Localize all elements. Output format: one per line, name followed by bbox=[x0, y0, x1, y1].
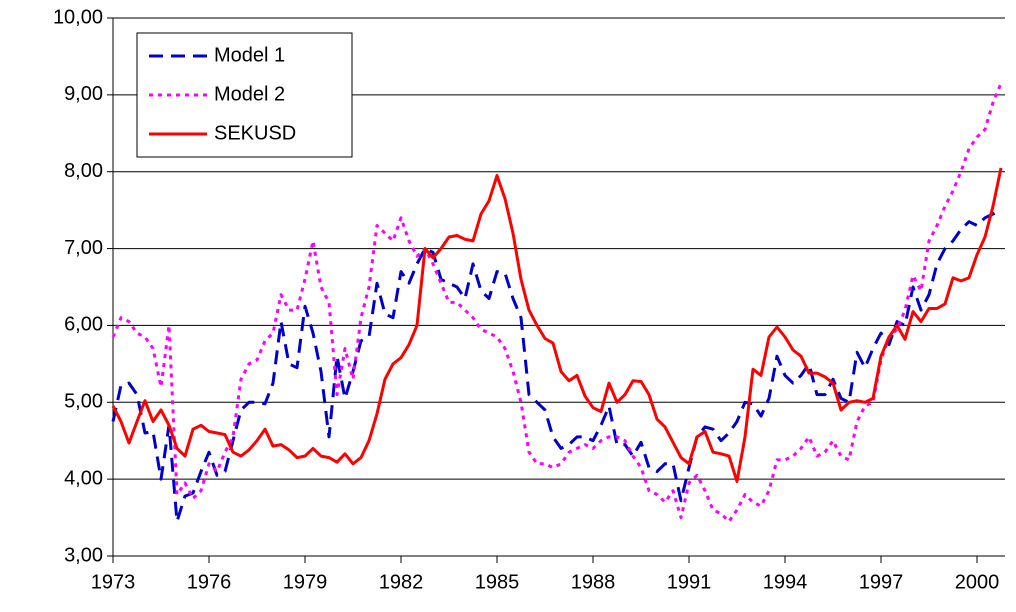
x-tick-label: 1988 bbox=[571, 571, 616, 593]
x-tick-label: 1976 bbox=[187, 571, 232, 593]
y-tick-label: 3,00 bbox=[64, 544, 103, 566]
x-tick-label: 1991 bbox=[667, 571, 712, 593]
legend-label: Model 1 bbox=[214, 44, 285, 66]
x-tick-label: 1994 bbox=[763, 571, 808, 593]
series-line bbox=[111, 167, 1003, 483]
legend-label: Model 2 bbox=[214, 83, 285, 105]
series-line bbox=[111, 208, 1002, 523]
y-tick-label: 4,00 bbox=[64, 467, 103, 489]
x-tick-label: 1979 bbox=[283, 571, 328, 593]
series-line bbox=[111, 82, 1003, 523]
legend-label: SEKUSD bbox=[214, 122, 296, 144]
y-tick-label: 10,00 bbox=[53, 6, 103, 28]
y-tick-label: 8,00 bbox=[64, 160, 103, 182]
y-tick-label: 5,00 bbox=[64, 391, 103, 413]
y-tick-label: 9,00 bbox=[64, 83, 103, 105]
x-tick-label: 1982 bbox=[379, 571, 424, 593]
x-tick-label: 2000 bbox=[955, 571, 1000, 593]
x-tick-label: 1985 bbox=[475, 571, 520, 593]
y-tick-label: 7,00 bbox=[64, 237, 103, 259]
legend: Model 1 Model 2 SEKUSD bbox=[136, 32, 353, 158]
legend-box bbox=[136, 32, 353, 158]
x-tick-label: 1973 bbox=[91, 571, 136, 593]
x-tick-label: 1997 bbox=[859, 571, 904, 593]
y-tick-label: 6,00 bbox=[64, 314, 103, 336]
